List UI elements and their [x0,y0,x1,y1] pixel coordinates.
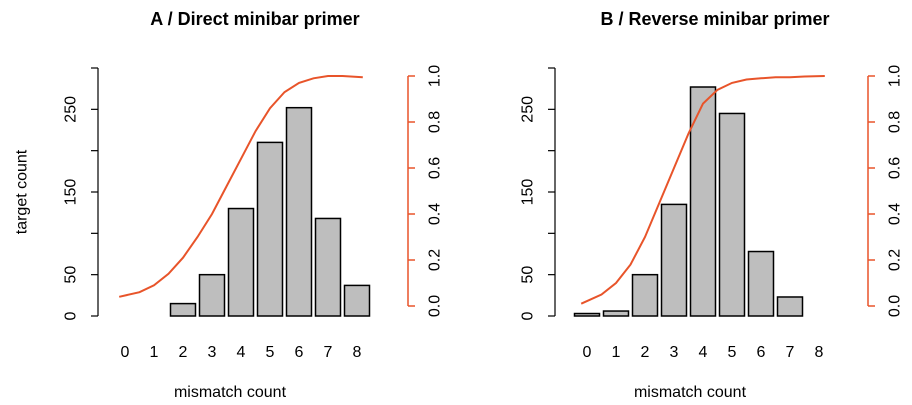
x-tick-label: 1 [612,344,621,361]
x-tick-label: 4 [699,344,708,361]
y-tick-label: 0 [520,311,537,320]
bar [776,296,804,317]
bar [718,112,746,317]
x-axis-label: mismatch count [174,384,287,401]
right-tick-label: 0.6 [427,157,444,179]
right-tick-label: 0.8 [427,111,444,133]
x-tick-label: 2 [641,344,650,361]
right-tick-label: 0.4 [887,203,904,225]
cumulative-line [118,75,363,298]
bar [285,106,313,317]
right-tick-label: 0.6 [887,157,904,179]
y-tick-label: 150 [520,179,537,206]
cumulative-line [580,75,825,305]
x-tick-label: 7 [324,344,333,361]
bar [689,86,717,317]
y-axis-label: target count [14,149,31,234]
bar [256,141,284,317]
right-tick-label: 1.0 [887,65,904,87]
right-tick-label: 0.2 [887,249,904,271]
x-tick-label: 6 [295,344,304,361]
panel-a: A / Direct minibar primer 0 1 2 3 4 5 6 7 8 0 50 150… [14,9,444,401]
chart-title: B / Reverse minibar primer [600,9,829,29]
bar [314,217,342,317]
bar [631,273,659,317]
y-tick-label: 250 [520,96,537,123]
y-tick-label: 50 [520,266,537,284]
bar [747,250,775,317]
x-tick-label: 8 [353,344,362,361]
right-tick-label: 0.4 [427,203,444,225]
y-tick-label: 0 [63,311,80,320]
bar [227,207,255,317]
y-tick-label: 250 [63,96,80,123]
chart-title: A / Direct minibar primer [150,9,359,29]
x-tick-label: 3 [670,344,679,361]
right-tick-label: 1.0 [427,65,444,87]
y-tick-label: 50 [63,266,80,284]
x-tick-label: 6 [757,344,766,361]
x-tick-label: 2 [179,344,188,361]
x-tick-label: 0 [583,344,592,361]
x-tick-label: 8 [815,344,824,361]
bar [660,203,688,317]
bar [198,273,226,317]
panel-b: B / Reverse minibar primer 0 1 2 3 4 5 6 7 8 0 50 15… [520,9,904,401]
bar [602,310,630,317]
x-tick-label: 7 [786,344,795,361]
bar [343,284,371,317]
x-tick-label: 5 [728,344,737,361]
x-tick-label: 1 [150,344,159,361]
x-tick-label: 0 [121,344,130,361]
bar [573,312,601,317]
x-tick-label: 4 [237,344,246,361]
bar [169,302,197,317]
right-tick-label: 0.0 [887,295,904,317]
y-tick-label: 150 [63,179,80,206]
x-axis-label: mismatch count [634,384,747,401]
right-tick-label: 0.8 [887,111,904,133]
x-tick-label: 5 [266,344,275,361]
right-tick-label: 0.2 [427,249,444,271]
right-tick-label: 0.0 [427,295,444,317]
x-tick-label: 3 [208,344,217,361]
